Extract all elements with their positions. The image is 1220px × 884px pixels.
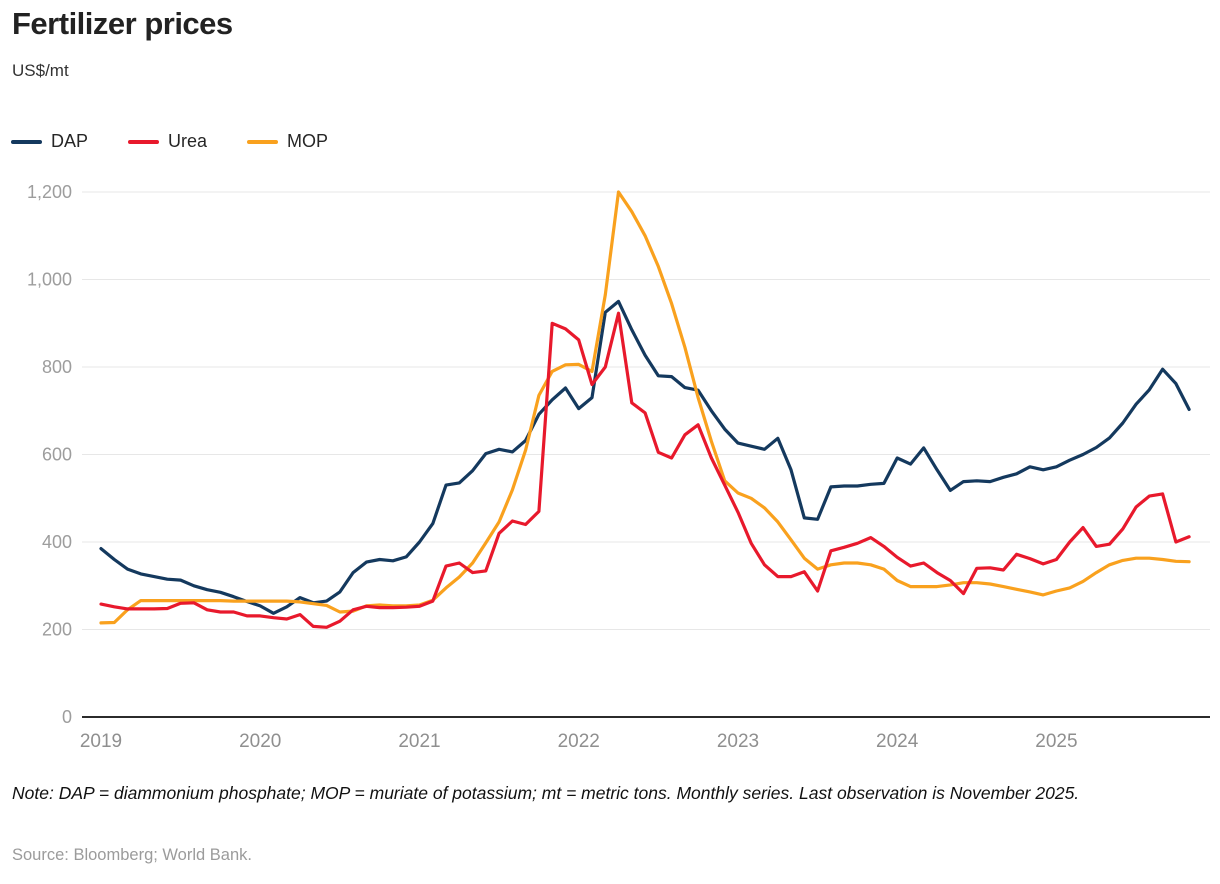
x-tick-label-2025: 2025 (1035, 731, 1077, 752)
x-tick-label-2023: 2023 (717, 731, 759, 752)
chart-note: Note: DAP = diammonium phosphate; MOP = … (12, 783, 1080, 803)
plot-area: 0 200 400 600 800 1,000 1,200 2019 2020 2021 2022 2… (0, 160, 1220, 780)
y-tick-label-600: 600 (42, 445, 72, 465)
series-line-dap (99, 299, 1191, 615)
legend-label-dap: DAP (51, 131, 89, 151)
legend-swatch-dap (11, 139, 42, 144)
y-tick-label-200: 200 (42, 620, 72, 640)
chart-source: Source: Bloomberg; World Bank. (12, 846, 252, 864)
legend-label-mop: MOP (287, 131, 329, 151)
legend-item-urea: Urea (128, 131, 207, 152)
series-line-urea (99, 311, 1191, 629)
series-line-mop (99, 190, 1191, 625)
legend-item-mop: MOP (247, 131, 328, 152)
x-tick-label-2020: 2020 (239, 731, 281, 752)
y-tick-label-800: 800 (42, 357, 72, 377)
legend: DAP Urea MOP (11, 131, 328, 152)
legend-item-dap: DAP (11, 131, 88, 152)
y-axis-unit-label: US$/mt (12, 61, 69, 80)
x-tick-label-2022: 2022 (558, 731, 600, 752)
legend-swatch-mop (247, 139, 279, 144)
y-tick-label-1200: 1,200 (27, 182, 72, 202)
y-tick-label-400: 400 (42, 532, 72, 552)
legend-label-urea: Urea (168, 131, 208, 151)
page-title: Fertilizer prices (12, 6, 233, 41)
price-line-chart: 0 200 400 600 800 1,000 1,200 2019 2020 2021 2022 2… (27, 182, 1210, 752)
y-tick-label-1000: 1,000 (27, 270, 72, 290)
x-tick-label-2021: 2021 (398, 731, 440, 752)
y-tick-label-0: 0 (62, 707, 72, 727)
x-tick-label-2024: 2024 (876, 731, 919, 752)
legend-swatch-urea (128, 139, 160, 144)
x-tick-label-2019: 2019 (80, 731, 122, 752)
